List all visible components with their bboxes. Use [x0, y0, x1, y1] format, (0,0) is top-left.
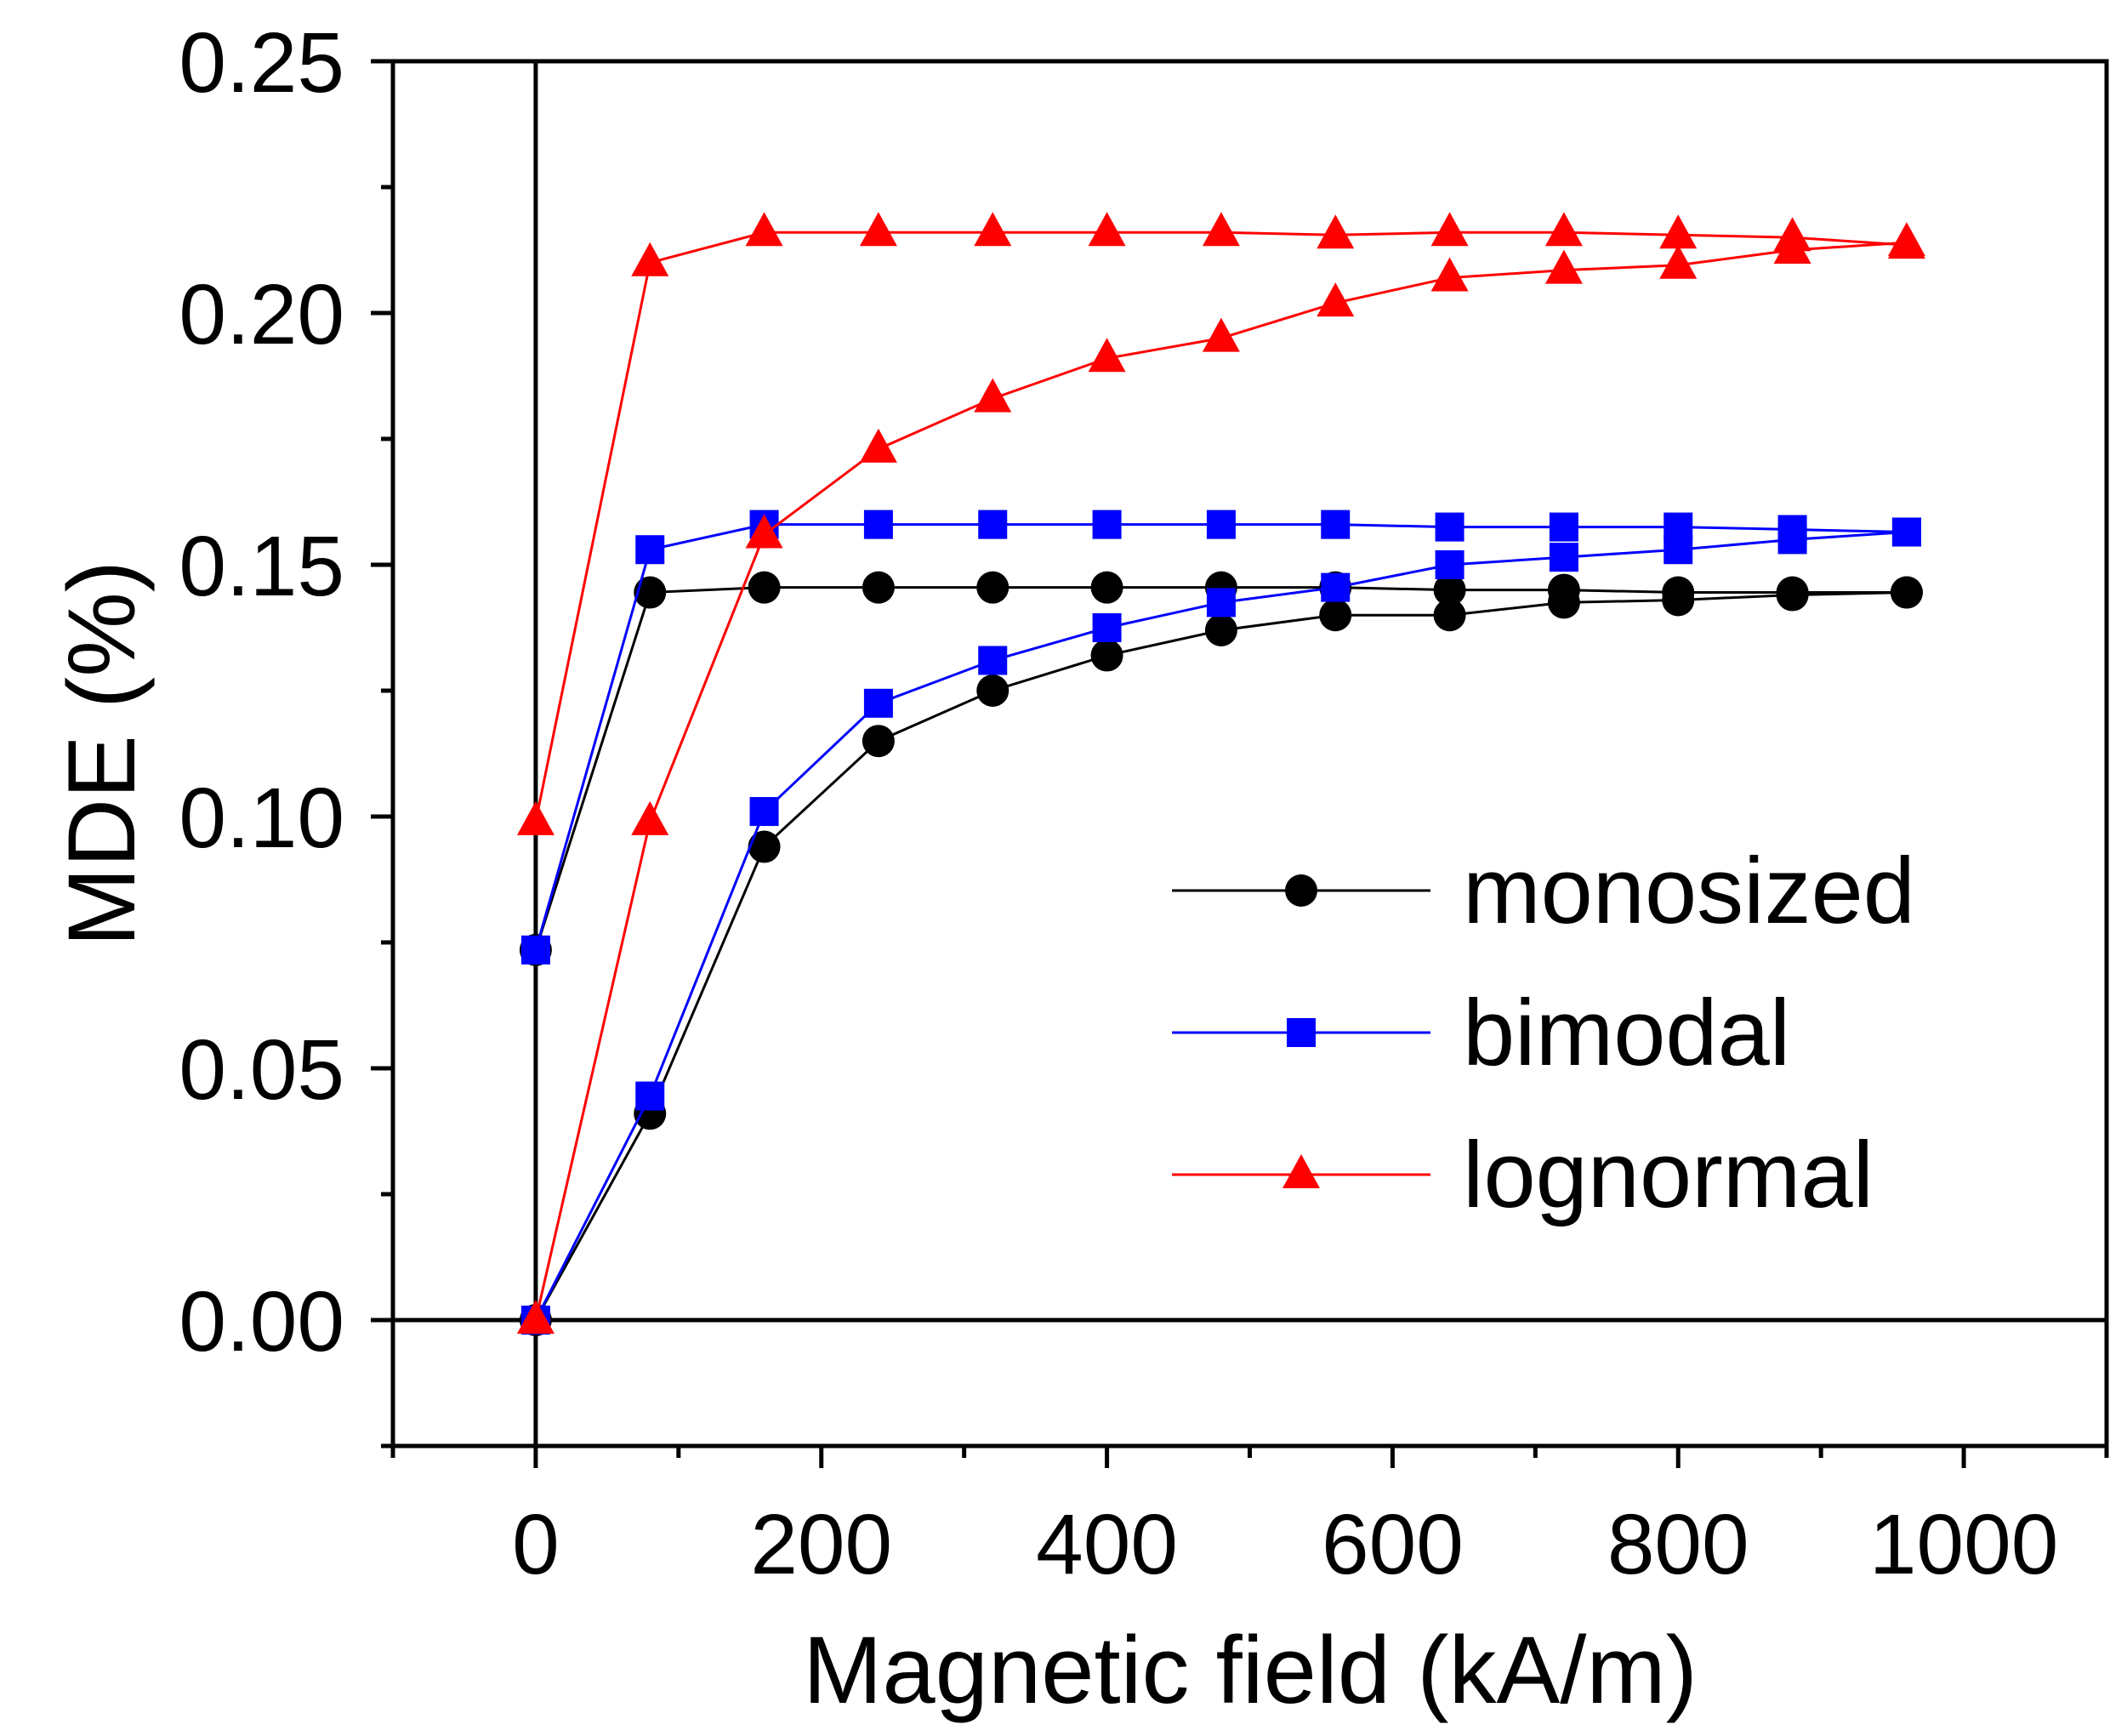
data-point-bimodal	[1321, 572, 1351, 602]
legend-label-bimodal: bimodal	[1463, 981, 1790, 1085]
data-point-monosized	[1433, 573, 1466, 606]
data-point-lognormal	[1430, 257, 1469, 292]
tick-labels: 0 200 400 600 800 1000 0.00 0.05 0.10 0.15 0.20 0.2…	[179, 15, 2058, 1592]
data-point-bimodal	[1092, 613, 1122, 642]
data-point-lognormal	[1773, 217, 1811, 252]
data-point-monosized	[1547, 573, 1580, 606]
data-point-monosized	[1204, 613, 1237, 646]
data-point-lognormal	[516, 1300, 554, 1334]
data-point-monosized	[976, 674, 1009, 707]
y-tick-label: 0.25	[179, 15, 344, 111]
data-point-lognormal	[1430, 212, 1469, 247]
series-layer	[516, 212, 1925, 1336]
x-tick-label: 800	[1607, 1497, 1749, 1592]
series-monosized	[519, 571, 1923, 1336]
data-point-monosized	[1662, 576, 1695, 609]
data-point-bimodal	[1206, 509, 1236, 539]
y-tick-label: 0.00	[179, 1274, 344, 1369]
legend: monosized bimodal lognormal	[1172, 839, 1915, 1227]
data-point-monosized	[748, 830, 781, 863]
x-tick-label: 1000	[1869, 1497, 2058, 1592]
series-bimodal	[520, 509, 1921, 1335]
y-axis-title: MDE (%)	[48, 561, 155, 947]
x-tick-label: 0	[512, 1497, 560, 1592]
data-point-monosized	[1890, 576, 1923, 609]
data-point-monosized	[862, 571, 895, 604]
data-point-lognormal	[1544, 249, 1583, 284]
data-point-bimodal	[1549, 512, 1578, 542]
data-point-lognormal	[631, 800, 669, 835]
data-point-monosized	[634, 576, 667, 609]
data-point-bimodal	[749, 797, 779, 827]
data-point-bimodal	[1777, 515, 1807, 544]
y-tick-label: 0.15	[179, 519, 344, 614]
data-point-bimodal	[978, 509, 1008, 539]
data-point-lognormal	[631, 242, 669, 276]
legend-marker-bimodal	[1287, 1018, 1316, 1047]
data-point-lognormal	[1202, 317, 1240, 352]
data-point-monosized	[976, 571, 1009, 604]
data-point-lognormal	[1088, 338, 1126, 373]
data-point-bimodal	[1891, 517, 1921, 547]
data-point-bimodal	[1435, 550, 1464, 579]
data-point-monosized	[1776, 576, 1809, 609]
data-point-lognormal	[1088, 212, 1126, 247]
data-point-bimodal	[863, 509, 893, 539]
data-point-bimodal	[520, 935, 550, 965]
legend-label-lognormal: lognormal	[1463, 1123, 1874, 1227]
x-axis-title: Magnetic field (kA/m)	[803, 1617, 1698, 1723]
data-point-lognormal	[745, 514, 783, 549]
data-point-bimodal	[1092, 509, 1122, 539]
data-point-bimodal	[635, 535, 665, 565]
data-point-bimodal	[1663, 512, 1693, 542]
axis-ticks	[371, 59, 2109, 1468]
data-point-lognormal	[1659, 244, 1698, 279]
data-point-lognormal	[1544, 212, 1583, 247]
x-tick-label: 600	[1322, 1497, 1464, 1592]
data-point-lognormal	[859, 428, 897, 463]
data-point-monosized	[862, 725, 895, 758]
legend-label-monosized: monosized	[1463, 839, 1915, 943]
data-point-lognormal	[1202, 212, 1240, 247]
data-point-bimodal	[635, 1081, 665, 1111]
series-lognormal	[516, 212, 1925, 1334]
data-point-lognormal	[516, 800, 554, 835]
x-tick-label: 400	[1036, 1497, 1178, 1592]
x-tick-label: 200	[750, 1497, 892, 1592]
data-point-bimodal	[863, 688, 893, 718]
data-point-lognormal	[1887, 225, 1925, 259]
data-point-lognormal	[1317, 214, 1355, 249]
data-point-lognormal	[859, 212, 897, 247]
data-point-lognormal	[974, 212, 1012, 247]
legend-marker-monosized	[1285, 874, 1317, 907]
legend-marker-lognormal	[1282, 1154, 1320, 1188]
data-point-bimodal	[1206, 588, 1236, 618]
data-point-lognormal	[745, 212, 783, 247]
data-point-monosized	[1319, 599, 1352, 632]
data-point-monosized	[1090, 571, 1123, 604]
y-tick-label: 0.05	[179, 1022, 344, 1118]
data-point-bimodal	[978, 646, 1008, 675]
y-tick-label: 0.20	[179, 267, 344, 362]
data-point-monosized	[1090, 639, 1123, 672]
data-point-lognormal	[1317, 282, 1355, 317]
data-point-lognormal	[974, 378, 1012, 413]
data-point-bimodal	[1435, 512, 1464, 542]
data-point-monosized	[748, 571, 781, 604]
data-point-monosized	[1433, 599, 1466, 632]
data-point-bimodal	[1549, 543, 1578, 572]
data-point-lognormal	[1659, 214, 1698, 249]
data-point-bimodal	[1321, 509, 1351, 539]
y-tick-label: 0.10	[179, 771, 344, 866]
